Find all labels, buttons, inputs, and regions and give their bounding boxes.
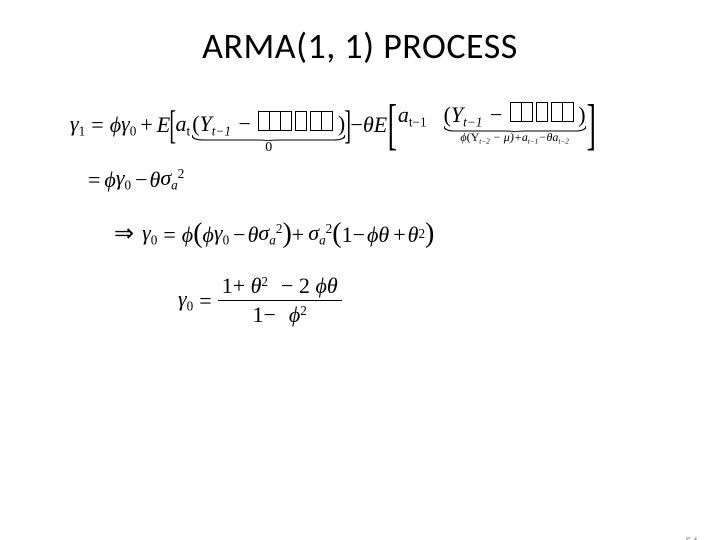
boxes-icon: [258, 111, 332, 131]
E: E: [157, 113, 170, 137]
math-content: γ1 = ϕ γ0 + E [ at (Yt−1 −: [70, 98, 720, 327]
underbrace-1-label: 0: [265, 139, 272, 155]
boxes-icon: [510, 102, 573, 122]
fraction: 1+ θ2 − 2 ϕθ 1− ϕ2: [218, 274, 342, 327]
eq-line-1: γ1 = ϕ γ0 + E [ at (Yt−1 −: [70, 98, 720, 152]
eq-line-3: ⇒ γ0 = ϕ ( ϕ γ0 − θ σa2 ) + σa2 ( 1 − ϕθ…: [114, 219, 720, 250]
page-number: 54: [685, 535, 698, 540]
bracket-1: [ at (Yt−1 − ) 0: [170, 107, 350, 143]
eq-line-2: = ϕ γ0 − θ σa2: [88, 166, 720, 193]
gamma1: γ1: [70, 112, 85, 139]
implies-icon: ⇒: [114, 221, 134, 247]
eq-line-4: γ0 = 1+ θ2 − 2 ϕθ 1− ϕ2: [178, 274, 720, 327]
equals: =: [91, 113, 103, 137]
bracket-2: [ at−1 (Yt−1 −: [387, 98, 596, 152]
plus: +: [140, 113, 152, 137]
phi: ϕ: [110, 113, 121, 137]
underbrace-1: (Yt−1 − ) 0: [192, 111, 345, 139]
gamma0: γ0: [121, 112, 136, 139]
underbrace-2: (Yt−1 − ): [444, 102, 586, 130]
E2: E: [374, 113, 387, 137]
theta: θ: [363, 113, 374, 137]
equals: =: [88, 168, 100, 192]
underbrace-2-label: ϕ(Yt−2 − μ)+at−1−θat−2: [460, 130, 568, 146]
page-title: ARMA(1, 1) PROCESS: [0, 24, 720, 68]
minus: −: [351, 113, 363, 137]
